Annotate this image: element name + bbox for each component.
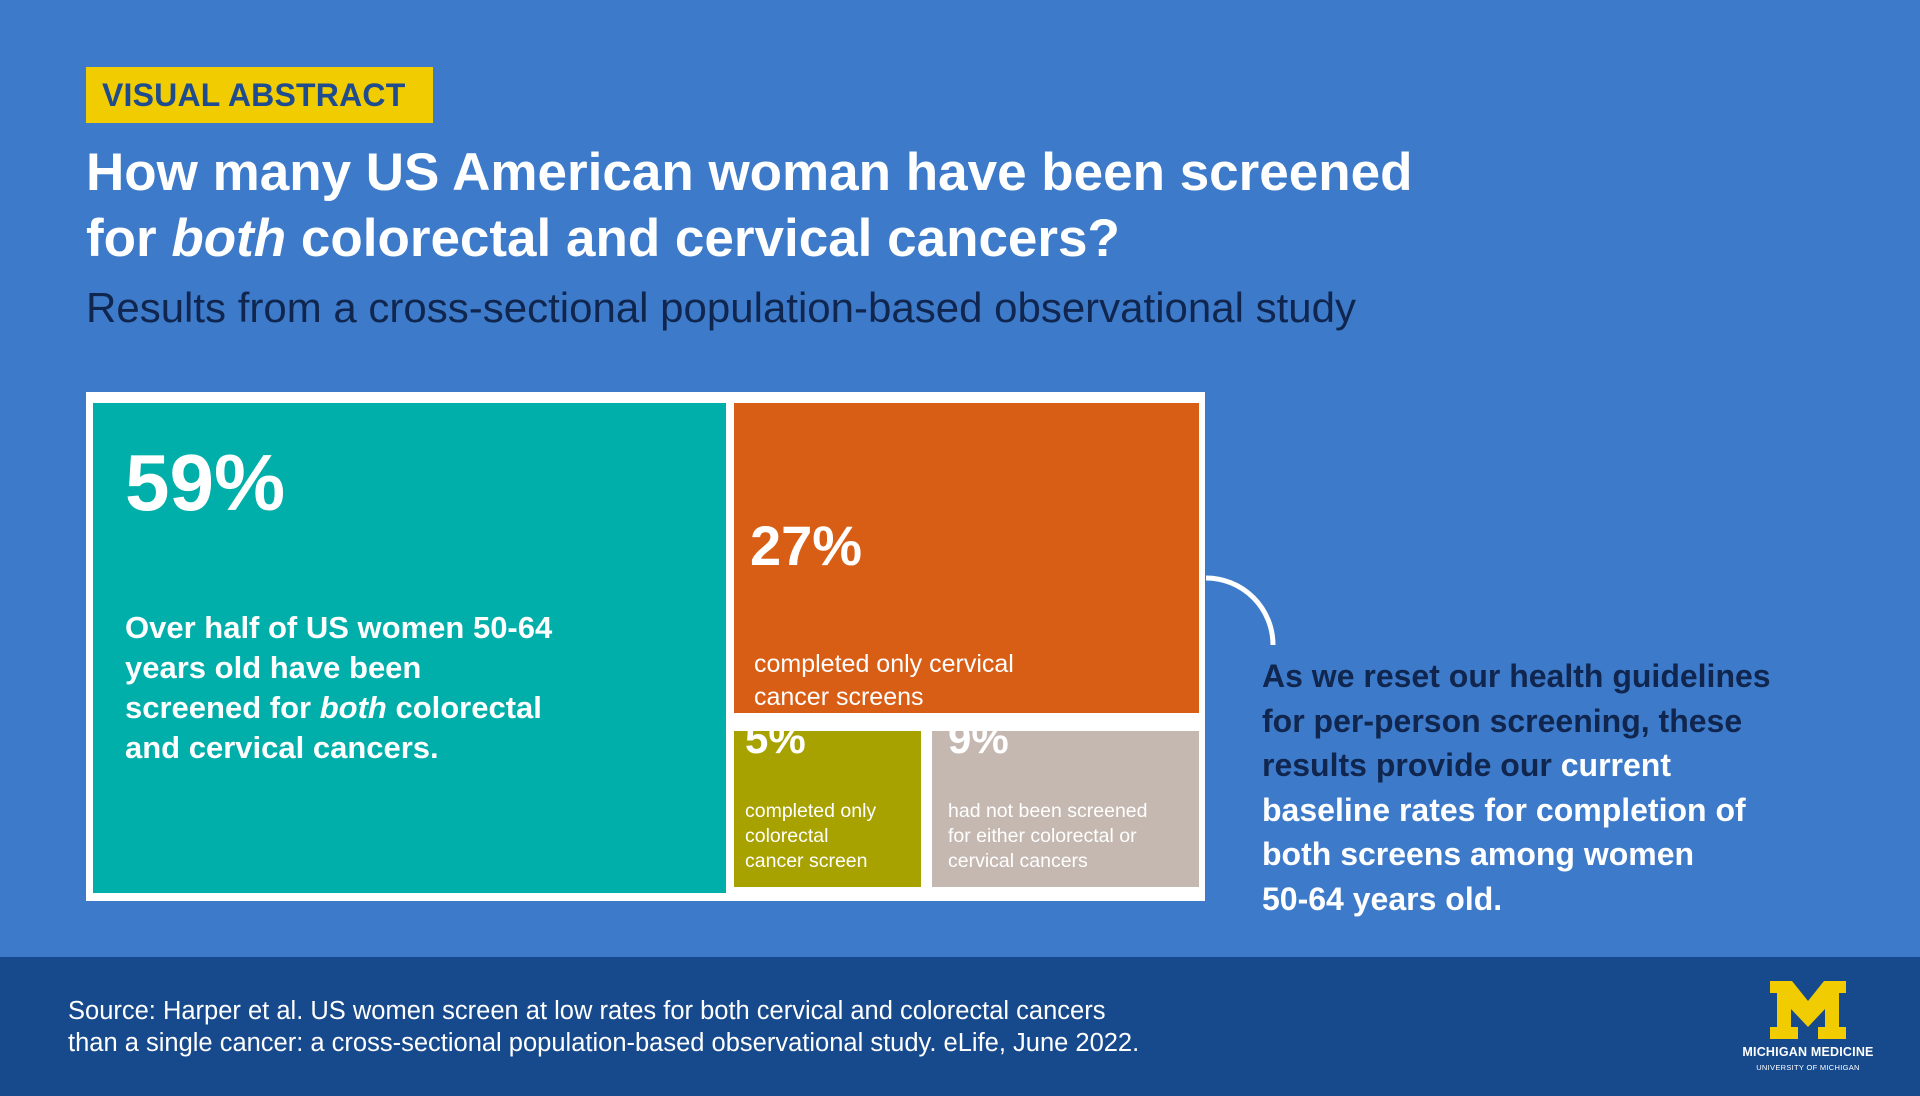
michigan-medicine-logo: MICHIGAN MEDICINE UNIVERSITY OF MICHIGAN [1738, 981, 1878, 1077]
conclusion-line-3-tail: current [1560, 747, 1671, 783]
description-line: and cervical cancers. [125, 730, 439, 765]
conclusion-line-6: 50-64 years old. [1262, 880, 1503, 917]
description-line: years old have been [125, 650, 422, 685]
source-line-1: Source: Harper et al. US women screen at… [68, 997, 1106, 1025]
source-line-2: than a single cancer: a cross-sectional … [68, 1029, 1140, 1057]
treemap-value-both: 59% [125, 438, 286, 527]
conclusion-line-5: both screens among women [1262, 836, 1695, 872]
treemap-cell-neither: 9% had not been screened for either colore… [932, 718, 1199, 887]
title-line-2-emphasis: both [171, 209, 287, 268]
description-line: screened for [125, 690, 320, 725]
treemap-value-neither: 9% [948, 715, 1009, 762]
description-line: cancer screen [745, 850, 868, 872]
conclusion-line-3: results provide our [1262, 747, 1561, 783]
treemap-cell-colorectal-only: 5% completed only colorectal cancer screen [734, 718, 921, 887]
conclusion-part-2: current baseline rates for completion of… [1262, 747, 1746, 917]
description-line: cervical cancers [948, 850, 1088, 872]
description-line: completed only [745, 800, 877, 822]
conclusion-line-2: for per-person screening, these [1262, 702, 1743, 739]
treemap-description-both: Over half of US women 50-64 years old hav… [125, 608, 552, 768]
logo-subtitle: UNIVERSITY OF MICHIGAN [1756, 1063, 1860, 1072]
treemap-chart: 59% Over half of US women 50-64 years old … [86, 392, 1205, 901]
description-line: colorectal [745, 825, 829, 847]
title-line-2-pre: for [86, 209, 172, 268]
conclusion-line-1: As we reset our health guidelines [1262, 658, 1771, 694]
treemap-value-colorectal-only: 5% [745, 715, 806, 762]
description-line-tail: colorectal [386, 690, 542, 725]
title-line-2-post: colorectal and cervical cancers? [286, 209, 1120, 268]
treemap-description-neither: had not been screened for either colorect… [948, 799, 1148, 874]
treemap-description-colorectal-only: completed only colorectal cancer screen [745, 799, 876, 874]
treemap-value-cervical-only: 27% [750, 514, 863, 577]
description-line: cancer screens [754, 683, 924, 711]
block-m-icon [1770, 981, 1846, 1039]
page-title: How many US American woman have been scr… [86, 140, 1486, 272]
logo-name: MICHIGAN MEDICINE [1742, 1045, 1874, 1059]
treemap-cell-cervical-only: 27% completed only cervical cancer screens [734, 403, 1199, 713]
visual-abstract-badge: VISUAL ABSTRACT [86, 67, 433, 123]
treemap-cell-both: 59% Over half of US women 50-64 years old … [93, 403, 726, 893]
description-emphasis: both [319, 690, 387, 725]
callout-arc [1205, 575, 1276, 646]
footer: Source: Harper et al. US women screen at… [0, 957, 1920, 1096]
description-line: Over half of US women 50-64 [125, 610, 553, 645]
treemap-description-cervical-only: completed only cervical cancer screens [754, 648, 1014, 714]
conclusion-part-1: As we reset our health guidelines for pe… [1262, 658, 1771, 783]
source-citation: Source: Harper et al. US women screen at… [68, 995, 1368, 1059]
description-line: had not been screened [948, 800, 1148, 822]
conclusion-line-4: baseline rates for completion of [1262, 791, 1746, 828]
conclusion-text: As we reset our health guidelines for pe… [1262, 654, 1822, 921]
title-line-1: How many US American woman have been scr… [86, 143, 1413, 202]
description-line: for either colorectal or [948, 825, 1137, 847]
page-subtitle: Results from a cross-sectional populatio… [86, 284, 1356, 331]
description-line: completed only cervical [754, 650, 1014, 678]
